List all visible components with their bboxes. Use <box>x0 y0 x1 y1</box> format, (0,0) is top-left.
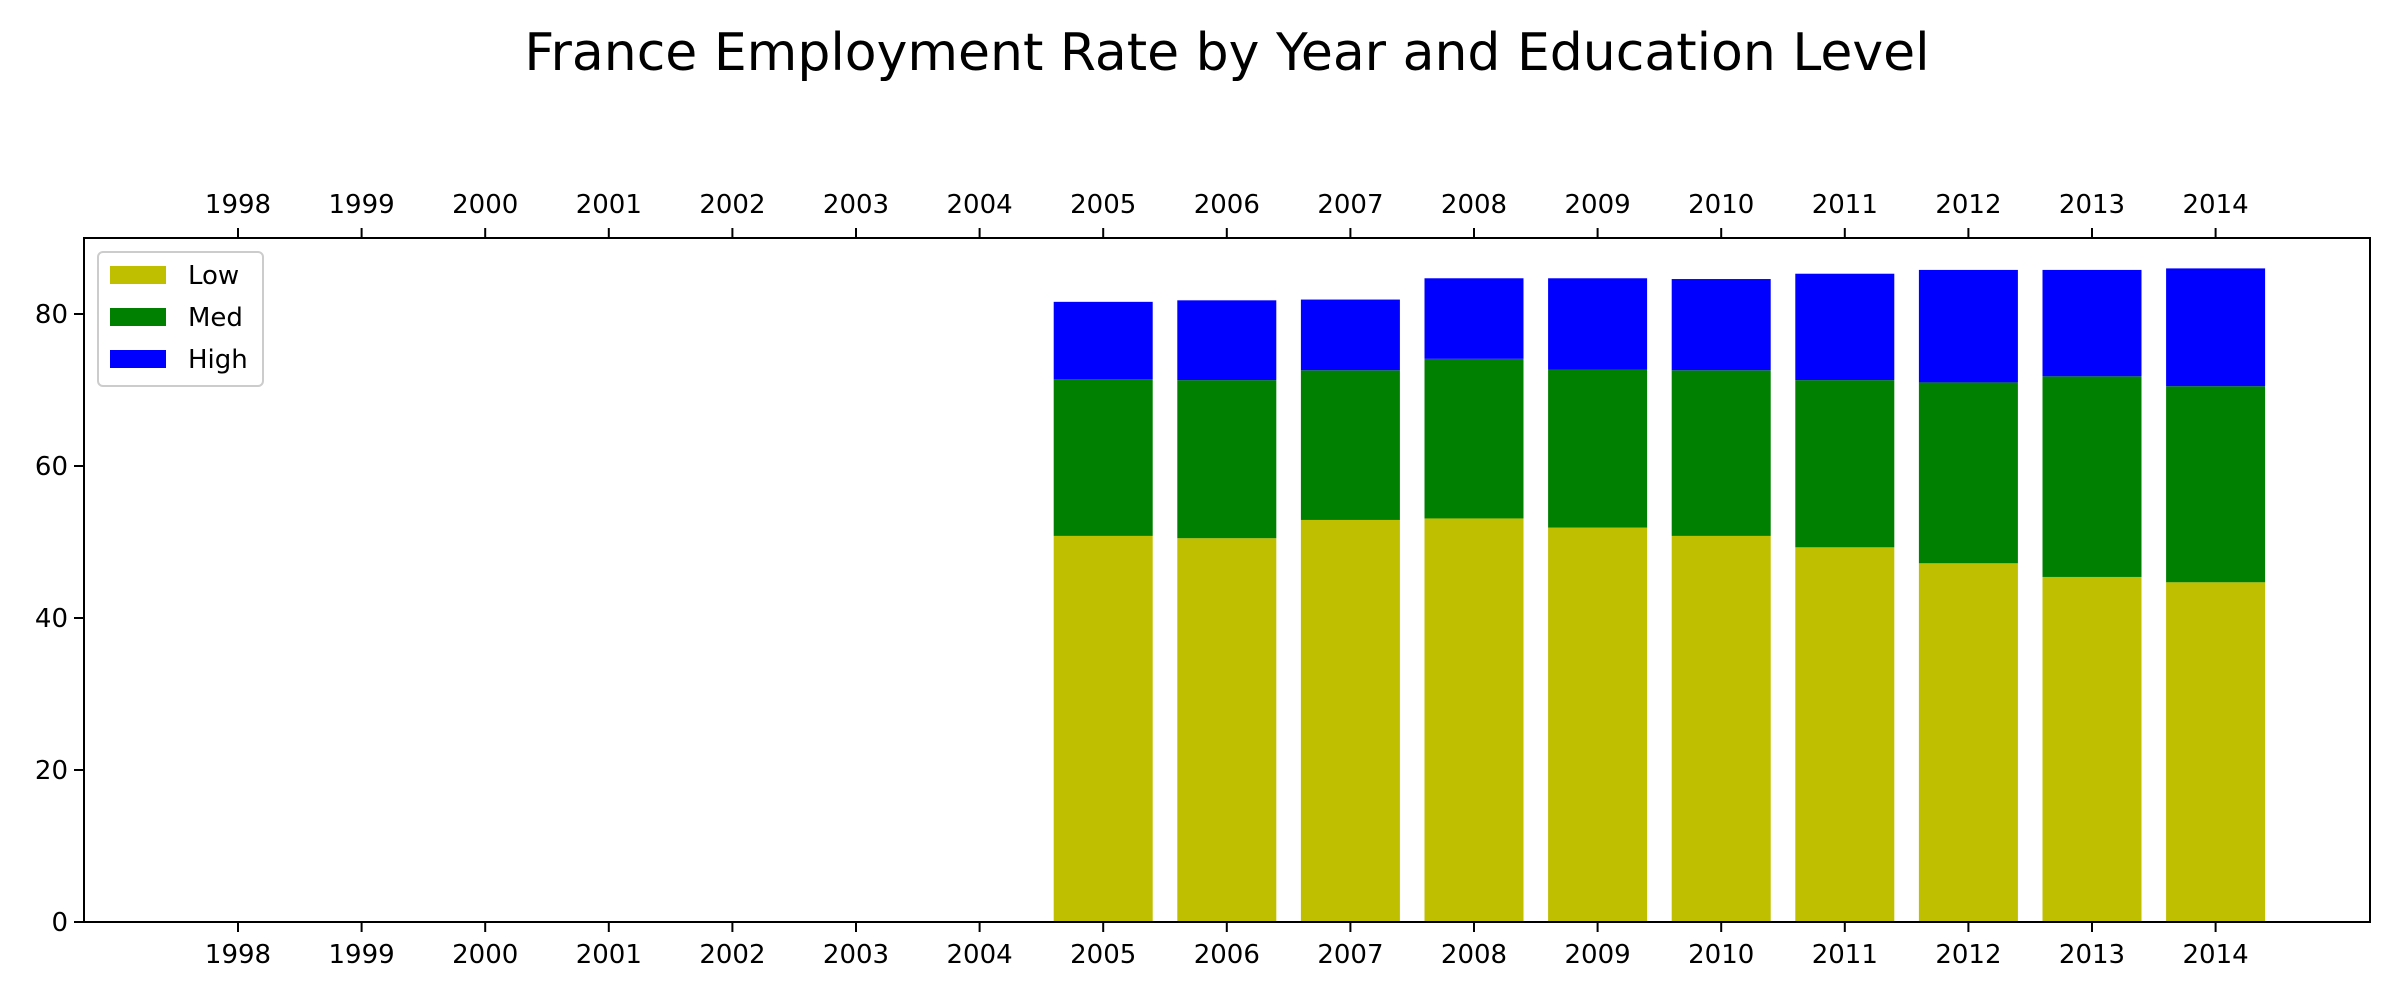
bar-high-2007 <box>1300 299 1400 371</box>
y-tick-label-60: 60 <box>35 452 68 482</box>
x-tick-label-top-2006: 2006 <box>1194 190 1260 220</box>
legend-swatch-high <box>110 350 166 368</box>
x-tick-label-top-2014: 2014 <box>2183 190 2249 220</box>
x-tick-label-top-2013: 2013 <box>2059 190 2125 220</box>
y-tick-label-80: 80 <box>35 300 68 330</box>
x-tick-label-top-2012: 2012 <box>1935 190 2001 220</box>
x-tick-label-top-2005: 2005 <box>1070 190 1136 220</box>
x-tick-label-top-2007: 2007 <box>1317 190 1383 220</box>
bar-high-2008 <box>1424 278 1524 359</box>
bar-high-2014 <box>2166 268 2266 387</box>
x-tick-label-top-2003: 2003 <box>823 190 889 220</box>
bar-high-2010 <box>1671 279 1771 371</box>
bar-high-2005 <box>1053 301 1153 380</box>
x-tick-label-top-2010: 2010 <box>1688 190 1754 220</box>
bar-med-2007 <box>1300 370 1400 520</box>
x-tick-label-bottom-2004: 2004 <box>947 940 1013 970</box>
x-tick-label-top-2009: 2009 <box>1565 190 1631 220</box>
legend-label-low: Low <box>188 261 239 291</box>
bar-low-2005 <box>1053 535 1153 922</box>
x-tick-label-bottom-2014: 2014 <box>2183 940 2249 970</box>
plot-frame <box>83 237 2371 923</box>
x-tick-label-top-1998: 1998 <box>205 190 271 220</box>
x-tick-label-bottom-2010: 2010 <box>1688 940 1754 970</box>
bar-low-2013 <box>2042 576 2142 922</box>
legend-swatch-low <box>110 266 166 284</box>
y-tick-label-40: 40 <box>35 604 68 634</box>
x-tick-label-top-2008: 2008 <box>1441 190 1507 220</box>
bars-layer <box>1053 268 2266 922</box>
bar-med-2012 <box>1918 382 2018 564</box>
x-axis-top: 1998 1999 2000 2001 2002 2003 2004 2005 2006 2007… <box>205 190 2249 238</box>
x-tick-label-top-2011: 2011 <box>1812 190 1878 220</box>
y-axis: 0 20 40 60 80 <box>35 300 84 938</box>
bar-low-2006 <box>1177 538 1277 922</box>
legend-label-high: High <box>188 345 248 375</box>
bar-low-2009 <box>1548 527 1648 922</box>
x-tick-label-bottom-1998: 1998 <box>205 940 271 970</box>
y-tick-label-20: 20 <box>35 756 68 786</box>
x-tick-label-top-2001: 2001 <box>576 190 642 220</box>
bar-med-2010 <box>1671 370 1771 536</box>
x-tick-label-bottom-2003: 2003 <box>823 940 889 970</box>
bar-high-2006 <box>1177 300 1277 381</box>
bar-high-2013 <box>2042 269 2142 377</box>
bar-med-2009 <box>1548 369 1648 528</box>
x-tick-label-bottom-2009: 2009 <box>1565 940 1631 970</box>
x-tick-label-bottom-2007: 2007 <box>1317 940 1383 970</box>
x-tick-label-bottom-2005: 2005 <box>1070 940 1136 970</box>
x-tick-label-bottom-2006: 2006 <box>1194 940 1260 970</box>
x-tick-label-bottom-2008: 2008 <box>1441 940 1507 970</box>
y-tick-label-0: 0 <box>51 908 68 938</box>
legend-label-med: Med <box>188 303 243 333</box>
x-tick-label-bottom-2000: 2000 <box>452 940 518 970</box>
bar-low-2010 <box>1671 535 1771 922</box>
bar-med-2005 <box>1053 379 1153 536</box>
bar-med-2013 <box>2042 376 2142 577</box>
bar-low-2011 <box>1795 547 1895 922</box>
x-tick-label-top-2000: 2000 <box>452 190 518 220</box>
x-axis-bottom: 1998 1999 2000 2001 2002 2003 2004 2005 2006 2007… <box>205 922 2249 970</box>
bar-med-2008 <box>1424 358 1524 519</box>
bar-high-2012 <box>1918 269 2018 383</box>
bar-high-2009 <box>1548 278 1648 370</box>
x-tick-label-top-2002: 2002 <box>699 190 765 220</box>
legend-swatch-med <box>110 308 166 326</box>
bar-med-2011 <box>1795 380 1895 548</box>
x-tick-label-bottom-2011: 2011 <box>1812 940 1878 970</box>
legend: Low Med High <box>97 251 264 387</box>
x-tick-label-bottom-2012: 2012 <box>1935 940 2001 970</box>
bar-low-2008 <box>1424 518 1524 922</box>
bar-low-2007 <box>1300 519 1400 922</box>
bar-med-2006 <box>1177 380 1277 539</box>
x-tick-label-bottom-2001: 2001 <box>576 940 642 970</box>
x-tick-label-bottom-1999: 1999 <box>329 940 395 970</box>
chart-title: France Employment Rate by Year and Educa… <box>524 23 1929 83</box>
bar-med-2014 <box>2166 386 2266 583</box>
x-tick-label-top-2004: 2004 <box>947 190 1013 220</box>
bar-low-2012 <box>1918 563 2018 922</box>
bar-high-2011 <box>1795 273 1895 381</box>
x-tick-label-bottom-2002: 2002 <box>699 940 765 970</box>
x-tick-label-top-1999: 1999 <box>329 190 395 220</box>
bar-low-2014 <box>2166 582 2266 922</box>
x-tick-label-bottom-2013: 2013 <box>2059 940 2125 970</box>
